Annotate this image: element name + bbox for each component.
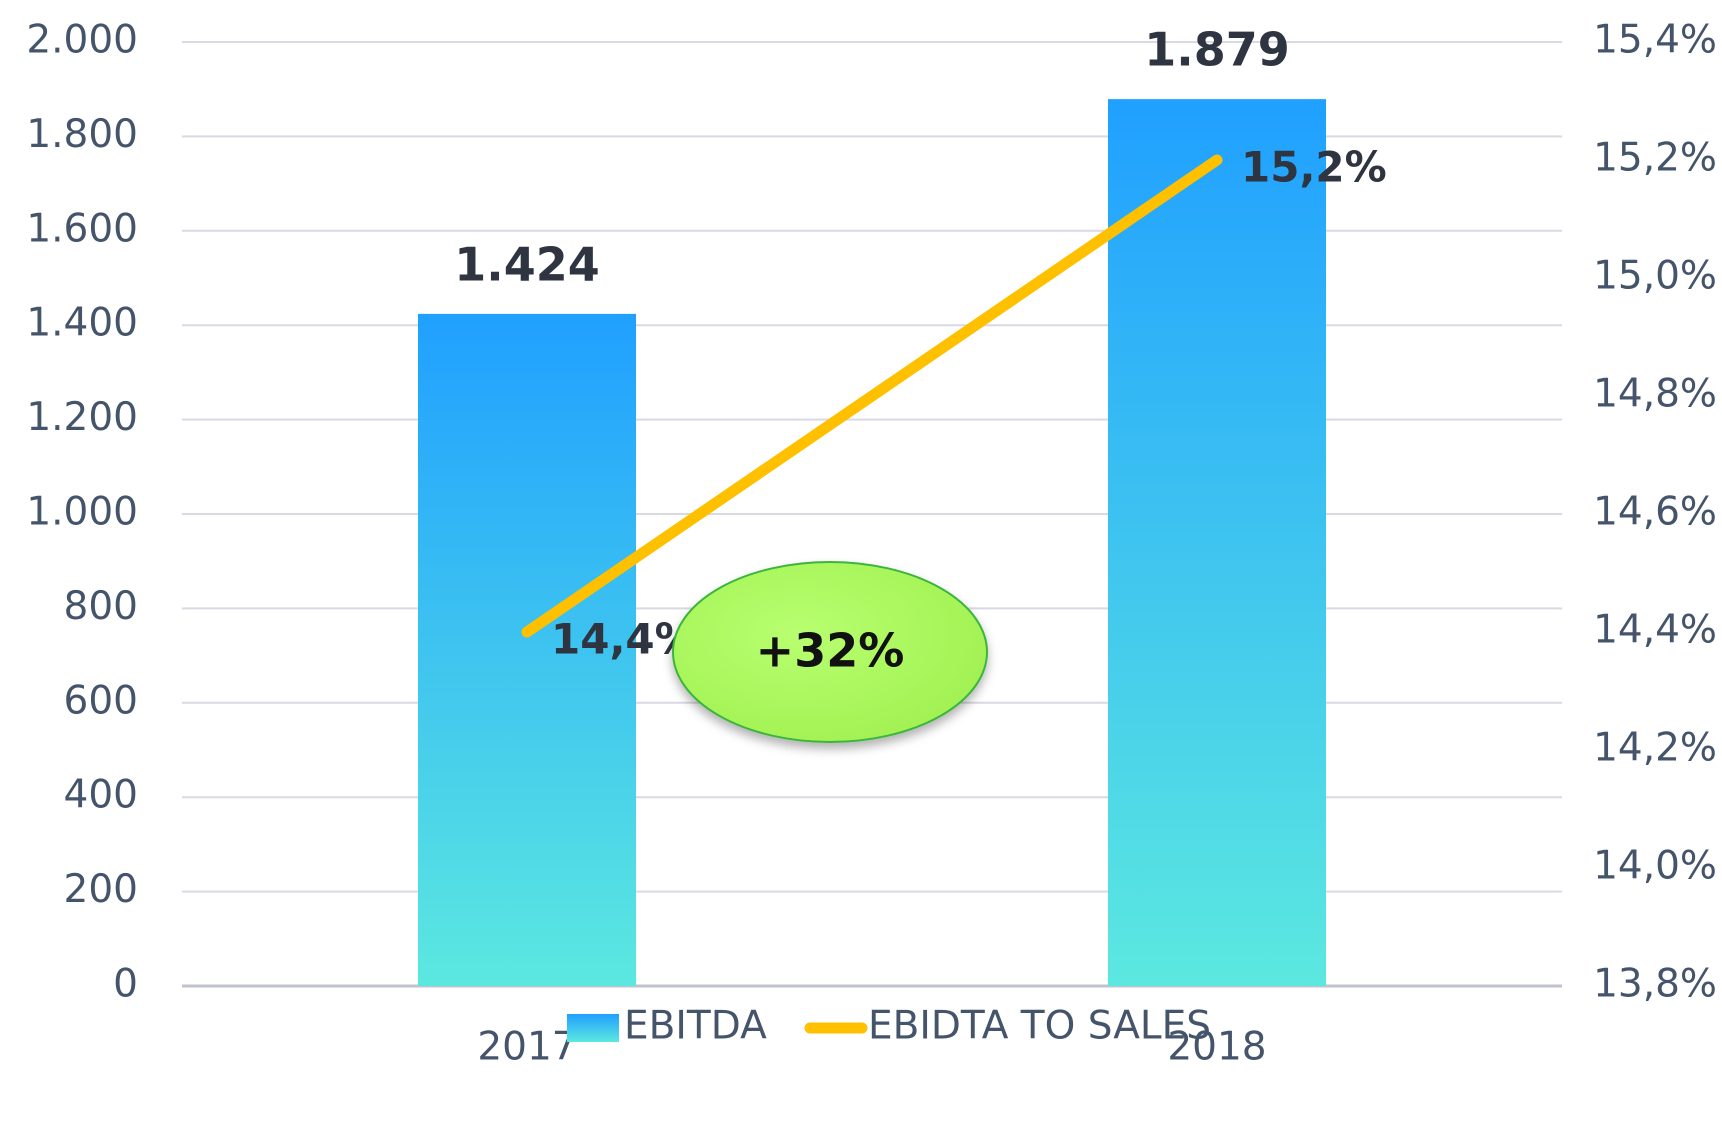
y-tick-label: 600: [64, 678, 138, 723]
y2-tick-label: 14,0%: [1593, 844, 1717, 889]
y-tick-label: 1.000: [26, 490, 138, 535]
y2-tick-label: 14,2%: [1593, 726, 1717, 771]
y2-tick-label: 14,8%: [1593, 372, 1717, 417]
bar: [1107, 99, 1327, 986]
data-label: 1.424: [454, 237, 600, 291]
y2-tick-label: 13,8%: [1593, 962, 1717, 1007]
legend-swatch: [567, 1014, 619, 1042]
y2-tick-label: 15,4%: [1593, 18, 1717, 63]
y-tick-label: 1.600: [26, 206, 138, 251]
data-label: 1.879: [1144, 23, 1290, 77]
y-tick-label: 1.800: [26, 112, 138, 157]
bar: [417, 313, 637, 986]
line: [521, 154, 1223, 638]
y-tick-label: 800: [64, 584, 138, 629]
x-tick-label: 2017: [477, 1025, 576, 1070]
annotation: +32%: [756, 624, 905, 678]
y2-tick-label: 15,0%: [1593, 254, 1717, 299]
data-label: 15,2%: [1241, 143, 1387, 192]
annotation-bubble: [672, 561, 988, 743]
legend-label: EBITDA: [624, 1004, 767, 1049]
y2-tick-label: 14,4%: [1593, 608, 1717, 653]
y2-tick-label: 14,6%: [1593, 490, 1717, 535]
y-tick-label: 1.200: [26, 395, 138, 440]
y-tick-label: 400: [64, 773, 138, 818]
y-tick-label: 200: [64, 867, 138, 912]
x-tick-label: 2018: [1167, 1025, 1266, 1070]
y-tick-label: 2.000: [26, 18, 138, 63]
legend-label: EBIDTA TO SALES: [868, 1004, 1211, 1049]
y2-tick-label: 15,2%: [1593, 136, 1717, 181]
y-tick-label: 0: [113, 962, 138, 1007]
y-tick-label: 1.400: [26, 301, 138, 346]
